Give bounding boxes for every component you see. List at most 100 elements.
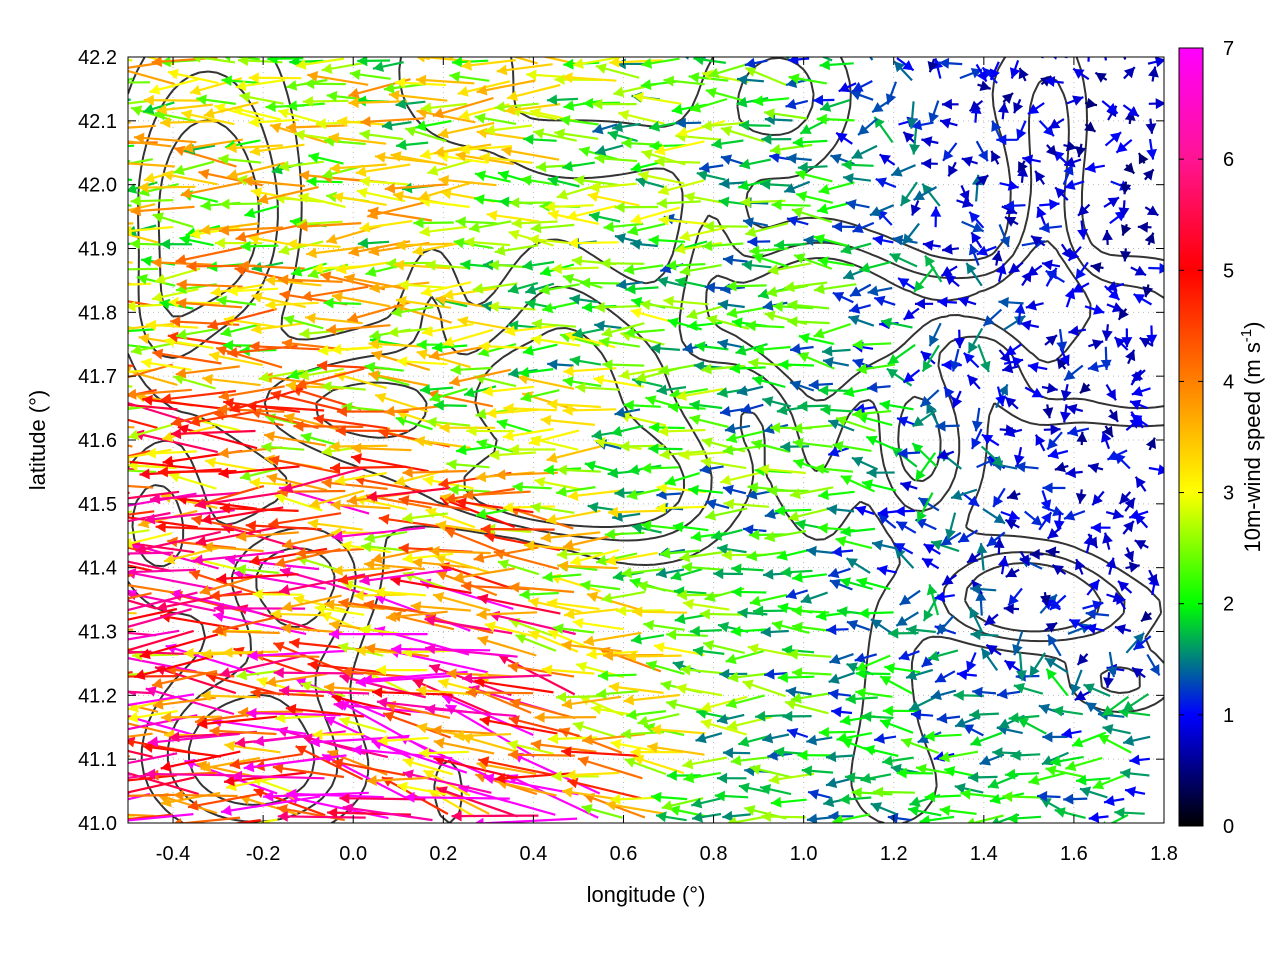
wind-arrow bbox=[966, 374, 981, 390]
wind-arrow bbox=[285, 380, 344, 392]
wind-arrow bbox=[1006, 489, 1021, 500]
wind-arrow bbox=[1100, 346, 1112, 370]
wind-arrow bbox=[822, 356, 850, 368]
wind-arrow bbox=[786, 153, 812, 164]
wind-arrow bbox=[807, 789, 831, 800]
wind-arrow bbox=[724, 423, 751, 434]
wind-arrow bbox=[736, 96, 769, 108]
wind-arrow bbox=[530, 502, 575, 514]
wind-arrow bbox=[1018, 67, 1029, 82]
wind-arrow bbox=[144, 768, 236, 780]
wind-arrow bbox=[602, 359, 645, 371]
wind-arrow bbox=[395, 239, 453, 251]
wind-arrow bbox=[851, 787, 893, 799]
wind-arrow bbox=[218, 465, 300, 479]
wind-arrow bbox=[236, 531, 299, 542]
wind-arrow bbox=[130, 105, 172, 122]
wind-arrow bbox=[128, 629, 194, 652]
wind-arrow bbox=[1024, 386, 1044, 399]
wind-arrow bbox=[324, 716, 412, 759]
wind-arrow bbox=[961, 220, 985, 233]
wind-arrow bbox=[1063, 140, 1078, 152]
wind-arrow bbox=[969, 709, 999, 720]
wind-arrow bbox=[286, 100, 325, 112]
wind-arrow bbox=[689, 97, 728, 113]
wind-arrow bbox=[743, 524, 767, 536]
wind-arrow bbox=[885, 81, 898, 105]
wind-arrow bbox=[479, 340, 532, 352]
wind-arrow bbox=[640, 462, 680, 474]
wind-arrow bbox=[676, 589, 722, 601]
wind-arrow bbox=[689, 625, 722, 637]
wind-arrow bbox=[144, 509, 235, 525]
wind-arrow bbox=[655, 811, 687, 823]
wind-arrow bbox=[968, 771, 998, 783]
wind-arrow bbox=[546, 598, 600, 611]
wind-arrow bbox=[908, 696, 936, 712]
wind-arrow bbox=[919, 814, 955, 823]
wind-arrow bbox=[587, 502, 618, 513]
wind-arrow bbox=[655, 567, 685, 579]
wind-arrow bbox=[624, 757, 667, 776]
wind-arrow bbox=[332, 192, 387, 206]
wind-arrow bbox=[969, 606, 984, 633]
wind-arrow bbox=[581, 804, 623, 819]
wind-arrow bbox=[791, 667, 832, 679]
wind-arrow bbox=[173, 816, 241, 823]
wind-arrow bbox=[639, 299, 685, 311]
wind-arrow bbox=[666, 629, 708, 641]
wind-arrow bbox=[545, 509, 601, 525]
wind-arrow bbox=[1009, 60, 1021, 79]
wind-arrow bbox=[416, 685, 472, 697]
wind-arrow bbox=[366, 486, 451, 502]
wind-arrow bbox=[911, 409, 937, 428]
wind-arrow bbox=[838, 82, 857, 93]
wind-arrow bbox=[142, 742, 222, 758]
wind-arrow bbox=[896, 416, 918, 427]
wind-arrow bbox=[295, 57, 345, 70]
wind-arrow bbox=[128, 710, 178, 723]
wind-arrow bbox=[975, 63, 988, 83]
wind-arrow bbox=[1049, 594, 1067, 611]
wind-arrow bbox=[224, 740, 281, 754]
wind-arrow bbox=[1124, 786, 1146, 798]
wind-arrow bbox=[559, 115, 599, 126]
wind-arrow bbox=[851, 408, 892, 420]
wind-arrow bbox=[313, 414, 388, 430]
wind-arrow bbox=[1044, 621, 1058, 633]
wind-arrow bbox=[995, 386, 1006, 407]
wind-arrow bbox=[970, 583, 997, 595]
wind-arrow bbox=[920, 350, 936, 365]
wind-arrow bbox=[1076, 774, 1111, 786]
wind-arrow bbox=[705, 498, 730, 510]
wind-arrow bbox=[785, 686, 812, 698]
wind-arrow bbox=[1060, 404, 1071, 423]
wind-arrow bbox=[614, 201, 659, 213]
wind-arrow bbox=[504, 103, 561, 116]
wind-arrow bbox=[982, 308, 1003, 327]
wind-arrow bbox=[1063, 510, 1086, 521]
wind-arrow bbox=[738, 178, 772, 191]
wind-arrow bbox=[684, 57, 706, 60]
wind-arrow bbox=[848, 314, 875, 327]
wind-arrow bbox=[789, 343, 814, 355]
wind-arrow bbox=[128, 491, 130, 495]
wind-arrow bbox=[282, 466, 367, 493]
wind-arrow bbox=[341, 402, 384, 413]
wind-arrow bbox=[664, 472, 701, 486]
wind-arrow bbox=[1034, 170, 1046, 185]
x-tick-label: -0.2 bbox=[246, 843, 280, 865]
wind-arrow bbox=[723, 498, 769, 510]
wind-arrow bbox=[1137, 152, 1149, 165]
wind-arrow bbox=[411, 557, 473, 569]
wind-arrow bbox=[954, 329, 965, 349]
wind-arrow bbox=[968, 211, 985, 229]
wind-arrow bbox=[866, 467, 895, 479]
wind-arrow bbox=[562, 160, 595, 172]
wind-arrow bbox=[749, 764, 793, 779]
wind-arrow bbox=[879, 399, 914, 411]
wind-arrow bbox=[432, 96, 494, 119]
wind-arrow bbox=[128, 813, 173, 821]
wind-arrow bbox=[135, 530, 221, 555]
wind-arrow bbox=[128, 510, 155, 516]
